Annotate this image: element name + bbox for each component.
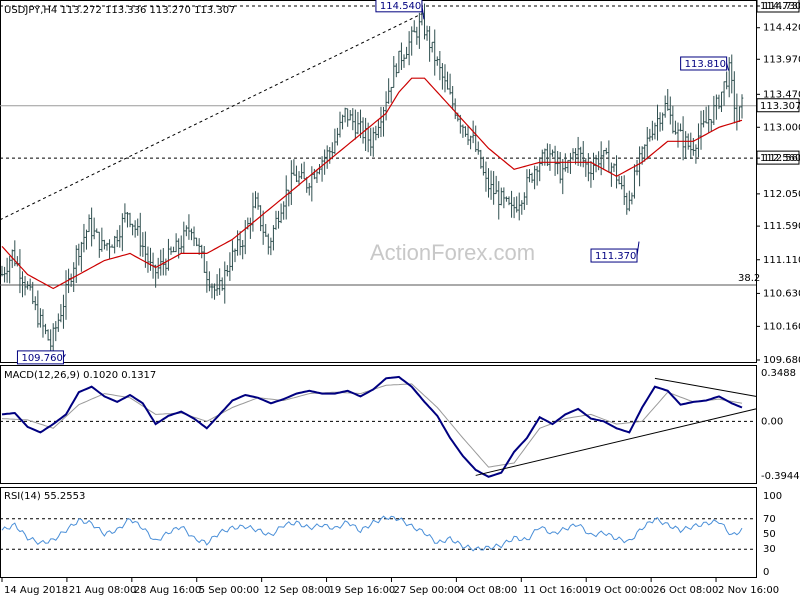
price-tick-label: 111.110 (763, 255, 800, 266)
level-label: 112.560 (760, 153, 800, 164)
time-tick-label: 14 Aug 2018 (4, 585, 68, 596)
price-annotation-connector (636, 241, 640, 256)
price-tick-label: 109.680 (763, 355, 800, 366)
price-annotation-connector (63, 354, 66, 358)
price-axis: 114.730 114.420 113.970 113.470 113.000 112.5… (756, 1, 800, 366)
time-tick-label: 28 Aug 16:00 (134, 585, 201, 596)
price-tick-label: 113.470 (763, 89, 800, 100)
macd-header: MACD(12,26,9) 0.1020 0.1317 (4, 370, 156, 381)
rsi-line (1, 515, 743, 552)
symbol-header: USDJPY,H4 113.272 113.336 113.270 113.30… (4, 5, 235, 16)
macd-line (1, 375, 743, 478)
trendline (0, 13, 423, 221)
time-tick-label: 2 Nov 16:00 (718, 585, 779, 596)
time-tick-label: 26 Oct 08:00 (653, 585, 718, 596)
time-tick-label: 5 Sep 00:00 (199, 585, 259, 596)
moving-average-line (1, 77, 743, 290)
current-price-label: 113.307 (760, 101, 800, 112)
rsi-header: RSI(14) 55.2553 (4, 491, 85, 502)
price-annotation-label: 113.810 (685, 59, 726, 70)
price-annotation-label: 111.370 (595, 251, 636, 262)
time-tick-label: 11 Oct 16:00 (523, 585, 588, 596)
rsi-axis: 100 70 50 30 0 (763, 491, 782, 578)
price-annotation-label: 114.540 (380, 1, 421, 12)
time-tick-label: 4 Oct 08:00 (458, 585, 517, 596)
rsi-series (0, 515, 756, 552)
price-tick-label: 112.050 (763, 189, 800, 200)
price-annotation-connector (726, 63, 730, 71)
rsi-tick-label: 50 (763, 529, 776, 540)
current-price-box (756, 98, 800, 113)
time-tick-label: 21 Aug 08:00 (69, 585, 136, 596)
rsi-tick-label: 100 (763, 491, 782, 502)
rsi-tick-label: 0 (763, 567, 769, 578)
macd-axis: 0.3488 0.00 -0.3944 (761, 368, 800, 482)
macd-series (0, 375, 757, 478)
price-tick-label: 114.420 (763, 23, 800, 34)
price-tick-label: 110.630 (763, 288, 800, 299)
price-tick-label: 113.000 (763, 122, 800, 133)
level-label: 114.730 (760, 1, 800, 12)
price-annotation-connector (421, 5, 425, 20)
time-tick-label: 19 Oct 00:00 (588, 585, 653, 596)
time-tick-label: 19 Sep 16:00 (329, 585, 396, 596)
price-panel (0, 0, 757, 363)
price-bars (0, 0, 744, 357)
price-tick-label: 112.560 (763, 153, 800, 164)
price-annotations: 114.540 113.810 111.370 109.760 (16, 0, 730, 365)
macd-tick-label: 0.3488 (761, 368, 796, 379)
watermark-text: ActionForex.com (370, 240, 535, 265)
rsi-panel (0, 487, 757, 578)
macd-tick-label: -0.3944 (761, 471, 800, 482)
time-tick-label: 27 Sep 00:00 (393, 585, 460, 596)
macd-upper-trendline (654, 377, 757, 397)
price-tick-label: 110.160 (763, 321, 800, 332)
macd-lower-trendline (475, 408, 757, 476)
rsi-tick-label: 30 (763, 544, 776, 555)
macd-tick-label: 0.00 (761, 416, 783, 427)
rsi-tick-label: 70 (763, 514, 776, 525)
price-tick-label: 113.970 (763, 54, 800, 65)
price-tick-label: 111.590 (763, 221, 800, 232)
price-annotation-label: 109.760 (21, 353, 62, 364)
fib-label: 38.2 (738, 273, 760, 284)
price-tick-label: 114.730 (763, 1, 800, 12)
time-tick-label: 12 Sep 08:00 (264, 585, 331, 596)
moving-average (1, 77, 743, 290)
macd-panel (0, 365, 757, 484)
trendline-line (0, 13, 423, 221)
